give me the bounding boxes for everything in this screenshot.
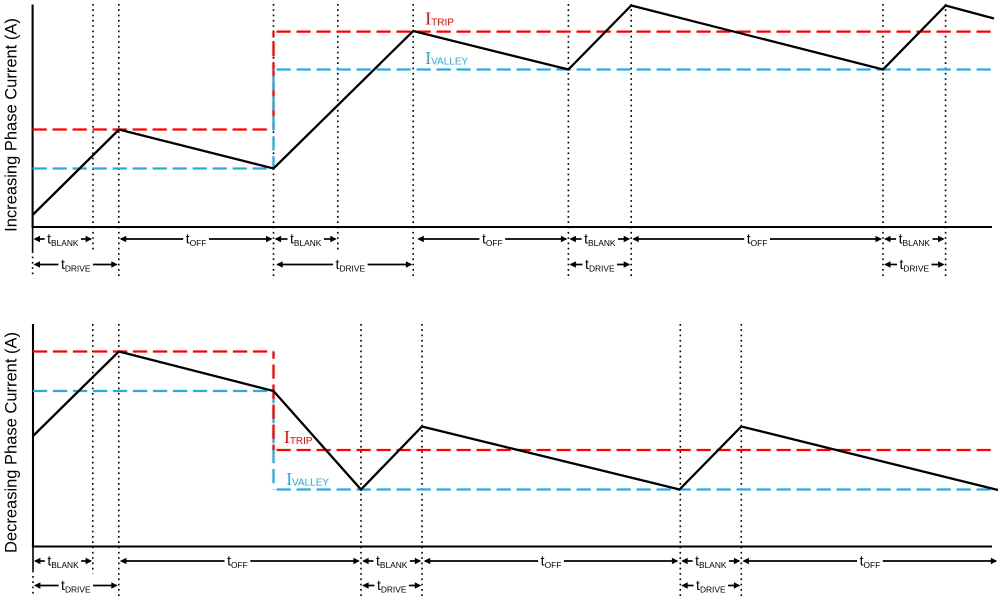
svg-text:tBLANK: tBLANK [47, 231, 79, 248]
svg-text:IVALLEY: IVALLEY [425, 48, 468, 68]
svg-text:tBLANK: tBLANK [584, 231, 616, 248]
svg-text:tOFF: tOFF [541, 553, 562, 570]
svg-text:tDRIVE: tDRIVE [61, 256, 91, 273]
svg-text:tDRIVE: tDRIVE [377, 577, 407, 594]
svg-text:tOFF: tOFF [186, 231, 207, 248]
svg-text:ITRIP: ITRIP [425, 9, 454, 29]
svg-text:Increasing Phase Current (A): Increasing Phase Current (A) [3, 18, 21, 232]
svg-text:tOFF: tOFF [860, 553, 881, 570]
svg-text:tBLANK: tBLANK [376, 553, 408, 570]
svg-text:tDRIVE: tDRIVE [336, 256, 366, 273]
svg-text:tDRIVE: tDRIVE [900, 256, 930, 273]
svg-text:tOFF: tOFF [482, 231, 503, 248]
svg-text:tDRIVE: tDRIVE [61, 577, 91, 594]
svg-text:tDRIVE: tDRIVE [585, 256, 615, 273]
svg-text:tDRIVE: tDRIVE [696, 577, 726, 594]
svg-text:IVALLEY: IVALLEY [286, 469, 329, 489]
svg-text:tOFF: tOFF [227, 553, 248, 570]
svg-text:tOFF: tOFF [747, 231, 768, 248]
svg-text:tBLANK: tBLANK [695, 553, 727, 570]
svg-text:tBLANK: tBLANK [290, 231, 322, 248]
svg-text:Decreasing Phase Current (A): Decreasing Phase Current (A) [3, 332, 21, 553]
svg-text:tBLANK: tBLANK [47, 553, 79, 570]
svg-text:tBLANK: tBLANK [899, 231, 931, 248]
